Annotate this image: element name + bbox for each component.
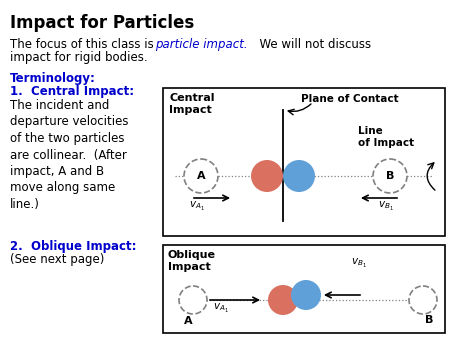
Text: A: A bbox=[184, 316, 192, 326]
Text: A: A bbox=[197, 171, 205, 181]
Text: 2.  Oblique Impact:: 2. Oblique Impact: bbox=[10, 240, 136, 253]
Text: particle impact.: particle impact. bbox=[155, 38, 248, 51]
Circle shape bbox=[283, 160, 315, 192]
Text: $v_{B_1}$: $v_{B_1}$ bbox=[378, 200, 394, 213]
Circle shape bbox=[184, 159, 218, 193]
Text: impact for rigid bodies.: impact for rigid bodies. bbox=[10, 51, 148, 64]
Text: $v_{A_1}$: $v_{A_1}$ bbox=[213, 302, 229, 315]
Text: Terminology:: Terminology: bbox=[10, 72, 96, 85]
Circle shape bbox=[251, 160, 283, 192]
Text: Central
Impact: Central Impact bbox=[169, 93, 215, 115]
Bar bbox=[163, 88, 445, 236]
Text: B: B bbox=[425, 315, 433, 325]
Circle shape bbox=[409, 286, 437, 314]
Text: $v_{A_1}$: $v_{A_1}$ bbox=[189, 200, 205, 213]
Text: Impact for Particles: Impact for Particles bbox=[10, 14, 194, 32]
Circle shape bbox=[179, 286, 207, 314]
Circle shape bbox=[373, 159, 407, 193]
Circle shape bbox=[268, 285, 298, 315]
Text: B: B bbox=[386, 171, 394, 181]
Text: Oblique
Impact: Oblique Impact bbox=[168, 250, 216, 272]
Text: (See next page): (See next page) bbox=[10, 253, 104, 266]
Text: The incident and
departure velocities
of the two particles
are collinear.  (Afte: The incident and departure velocities of… bbox=[10, 99, 129, 211]
Text: We will not discuss: We will not discuss bbox=[252, 38, 371, 51]
Text: Plane of Contact: Plane of Contact bbox=[301, 94, 399, 104]
Text: $v_{B_1}$: $v_{B_1}$ bbox=[351, 257, 367, 270]
Bar bbox=[163, 245, 445, 333]
Text: 1.  Central Impact:: 1. Central Impact: bbox=[10, 85, 134, 98]
Circle shape bbox=[291, 280, 321, 310]
Text: Line
of Impact: Line of Impact bbox=[358, 126, 414, 148]
Text: The focus of this class is: The focus of this class is bbox=[10, 38, 158, 51]
